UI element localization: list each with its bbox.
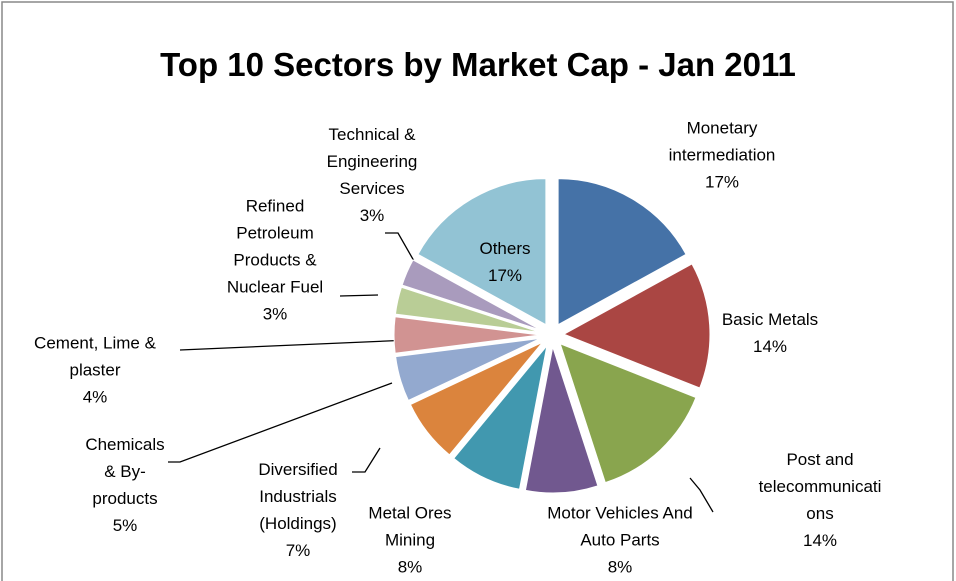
pie-slice xyxy=(393,316,541,354)
slice-label: Cement, Lime & plaster 4% xyxy=(10,330,180,411)
category-label: Others xyxy=(479,239,531,258)
category-label: Refined Petroleum Products & Nuclear Fue… xyxy=(226,196,324,297)
value-label: 14% xyxy=(752,337,788,356)
slice-label: Chemicals & By-products 5% xyxy=(80,431,170,539)
pie-slice xyxy=(401,259,542,331)
category-label: Basic Metals xyxy=(721,310,819,329)
value-label: 14% xyxy=(802,531,838,550)
slice-label: Motor Vehicles And Auto Parts 8% xyxy=(540,500,700,581)
category-label: Post and telecommunications xyxy=(758,450,882,523)
pie-slice xyxy=(453,345,548,490)
value-label: 7% xyxy=(285,541,311,560)
slice-label: Metal Ores Mining 8% xyxy=(355,500,465,581)
value-label: 3% xyxy=(262,304,288,324)
pie-slice xyxy=(409,341,543,456)
value-label: 17% xyxy=(487,266,523,285)
chart-title: Top 10 Sectors by Market Cap - Jan 2011 xyxy=(160,46,796,83)
leader-line xyxy=(352,447,381,473)
category-label: Motor Vehicles And Auto Parts xyxy=(547,503,693,550)
category-label: Monetary intermediation xyxy=(668,118,776,165)
slice-label: Basic Metals 14% xyxy=(710,306,830,360)
slice-label: Others 17% xyxy=(465,235,545,289)
value-label: 5% xyxy=(112,516,138,535)
pie-slice xyxy=(395,337,541,402)
category-label: Diversified Industrials (Holdings) xyxy=(258,460,338,533)
category-label: Metal Ores Mining xyxy=(368,503,452,550)
leader-line xyxy=(179,339,411,351)
category-label: Chemicals & By-products xyxy=(85,435,165,508)
slice-label: Refined Petroleum Products & Nuclear Fue… xyxy=(205,193,345,328)
slice-label: Technical & Engineering Services 3% xyxy=(302,121,442,229)
slice-label: Diversified Industrials (Holdings) 7% xyxy=(238,456,358,564)
slice-label: Post and telecommunications 14% xyxy=(755,446,885,554)
leader-line xyxy=(168,382,393,463)
leader-line xyxy=(689,477,714,513)
pie-slice xyxy=(559,342,697,484)
pie-slice xyxy=(562,263,711,389)
pie-slice xyxy=(557,178,687,326)
category-label: Cement, Lime & plaster xyxy=(34,333,156,380)
value-label: 4% xyxy=(82,387,108,407)
category-label: Technical & Engineering Services xyxy=(326,125,418,198)
value-label: 8% xyxy=(607,557,633,577)
value-label: 8% xyxy=(397,557,423,577)
value-label: 17% xyxy=(704,172,740,192)
leader-line xyxy=(339,294,379,297)
pie-slice xyxy=(524,346,599,494)
pie-slice xyxy=(394,286,541,333)
pie-slice xyxy=(417,178,547,326)
slice-label: Monetary intermediation 17% xyxy=(647,115,797,196)
value-label: 3% xyxy=(359,206,385,225)
